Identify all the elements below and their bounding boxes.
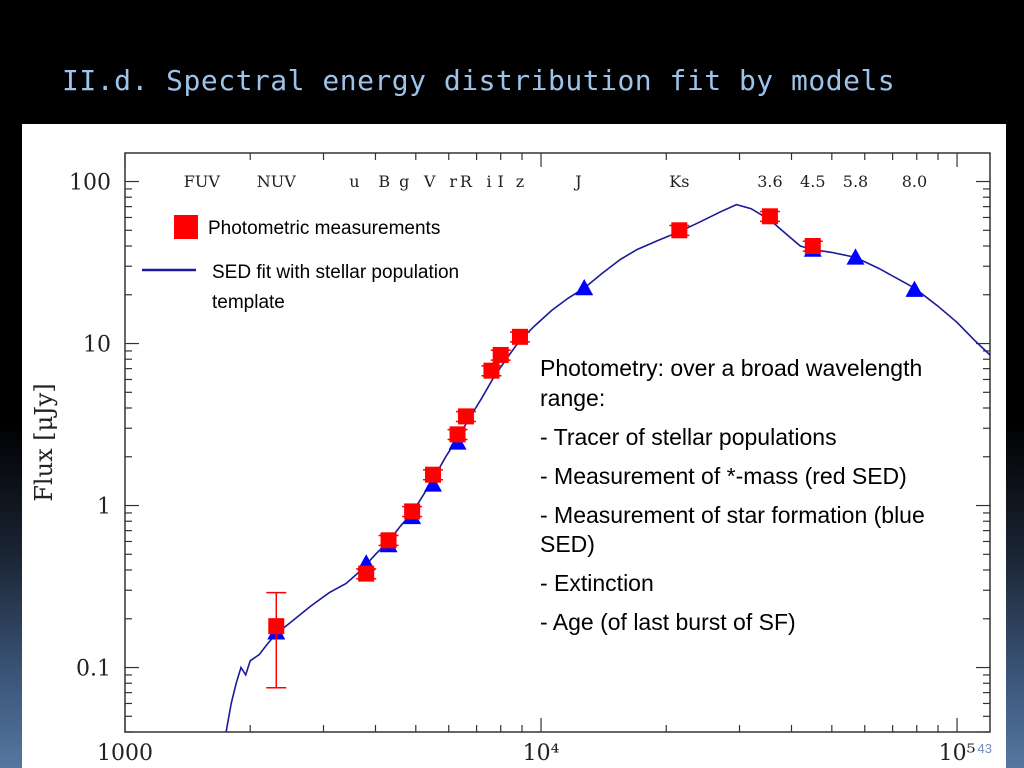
text-line: - Extinction: [540, 570, 654, 597]
text-line: - Age (of last burst of SF): [540, 609, 796, 636]
band-label: g: [399, 172, 409, 191]
y-tick-label: 100: [69, 171, 111, 196]
photometric-point: [761, 208, 778, 225]
band-label: r: [449, 172, 457, 191]
photometric-point: [511, 328, 528, 345]
photometric-point: [380, 532, 397, 549]
y-axis-label: Flux [μJy]: [30, 383, 58, 501]
y-tick-label: 1: [97, 495, 111, 520]
model-point-triangle: [846, 248, 865, 265]
band-label: R: [460, 172, 473, 191]
plot-frame: [124, 152, 991, 733]
band-label: 4.5: [800, 172, 825, 191]
x-tick-label: 1000: [97, 741, 153, 766]
text-line: Photometry: over a broad wavelength rang…: [540, 355, 923, 411]
photometric-point: [671, 222, 688, 239]
y-tick-label: 10: [83, 333, 111, 358]
band-label: V: [423, 172, 436, 191]
band-label: z: [516, 172, 524, 191]
model-point-triangle: [905, 280, 924, 297]
band-label: B: [378, 172, 390, 191]
photometric-point: [804, 237, 821, 254]
y-tick-label: 0.1: [76, 657, 111, 682]
band-label: NUV: [257, 172, 296, 191]
photometric-point: [483, 362, 500, 379]
text-line: - Measurement of star formation (blue SE…: [540, 501, 925, 558]
band-label: u: [349, 172, 359, 191]
model-point-triangle: [575, 279, 594, 296]
band-label: 8.0: [902, 172, 927, 191]
text-line: - Tracer of stellar populations: [540, 423, 837, 450]
photometric-point: [404, 503, 421, 520]
band-label: Ks: [669, 172, 689, 191]
band-label: i: [486, 172, 491, 191]
legend-label: SED fit with stellar population template: [212, 262, 459, 313]
x-tick-label: 10⁵: [939, 741, 976, 766]
model-point-triangle: [424, 475, 443, 492]
band-label: FUV: [184, 172, 221, 191]
band-label: J: [573, 172, 581, 191]
legend-label: Photometric measurements: [208, 218, 440, 239]
text-box: Photometry: over a broad wavelength rang…: [540, 354, 940, 647]
band-label: 5.8: [843, 172, 868, 191]
page-number: 43: [977, 741, 992, 756]
photometric-point: [268, 618, 285, 635]
photometric-point: [425, 466, 442, 483]
photometric-point: [492, 346, 509, 363]
x-tick-label: 10⁴: [523, 741, 560, 766]
text-line: - Measurement of *-mass (red SED): [540, 462, 907, 489]
photometric-point: [457, 408, 474, 425]
slide-title: II.d. Spectral energy distribution fit b…: [62, 64, 896, 97]
band-label: 3.6: [757, 172, 782, 191]
legend-square-marker: [174, 215, 198, 239]
band-label: I: [498, 172, 504, 191]
photometric-point: [358, 565, 375, 582]
photometric-point: [449, 426, 466, 443]
